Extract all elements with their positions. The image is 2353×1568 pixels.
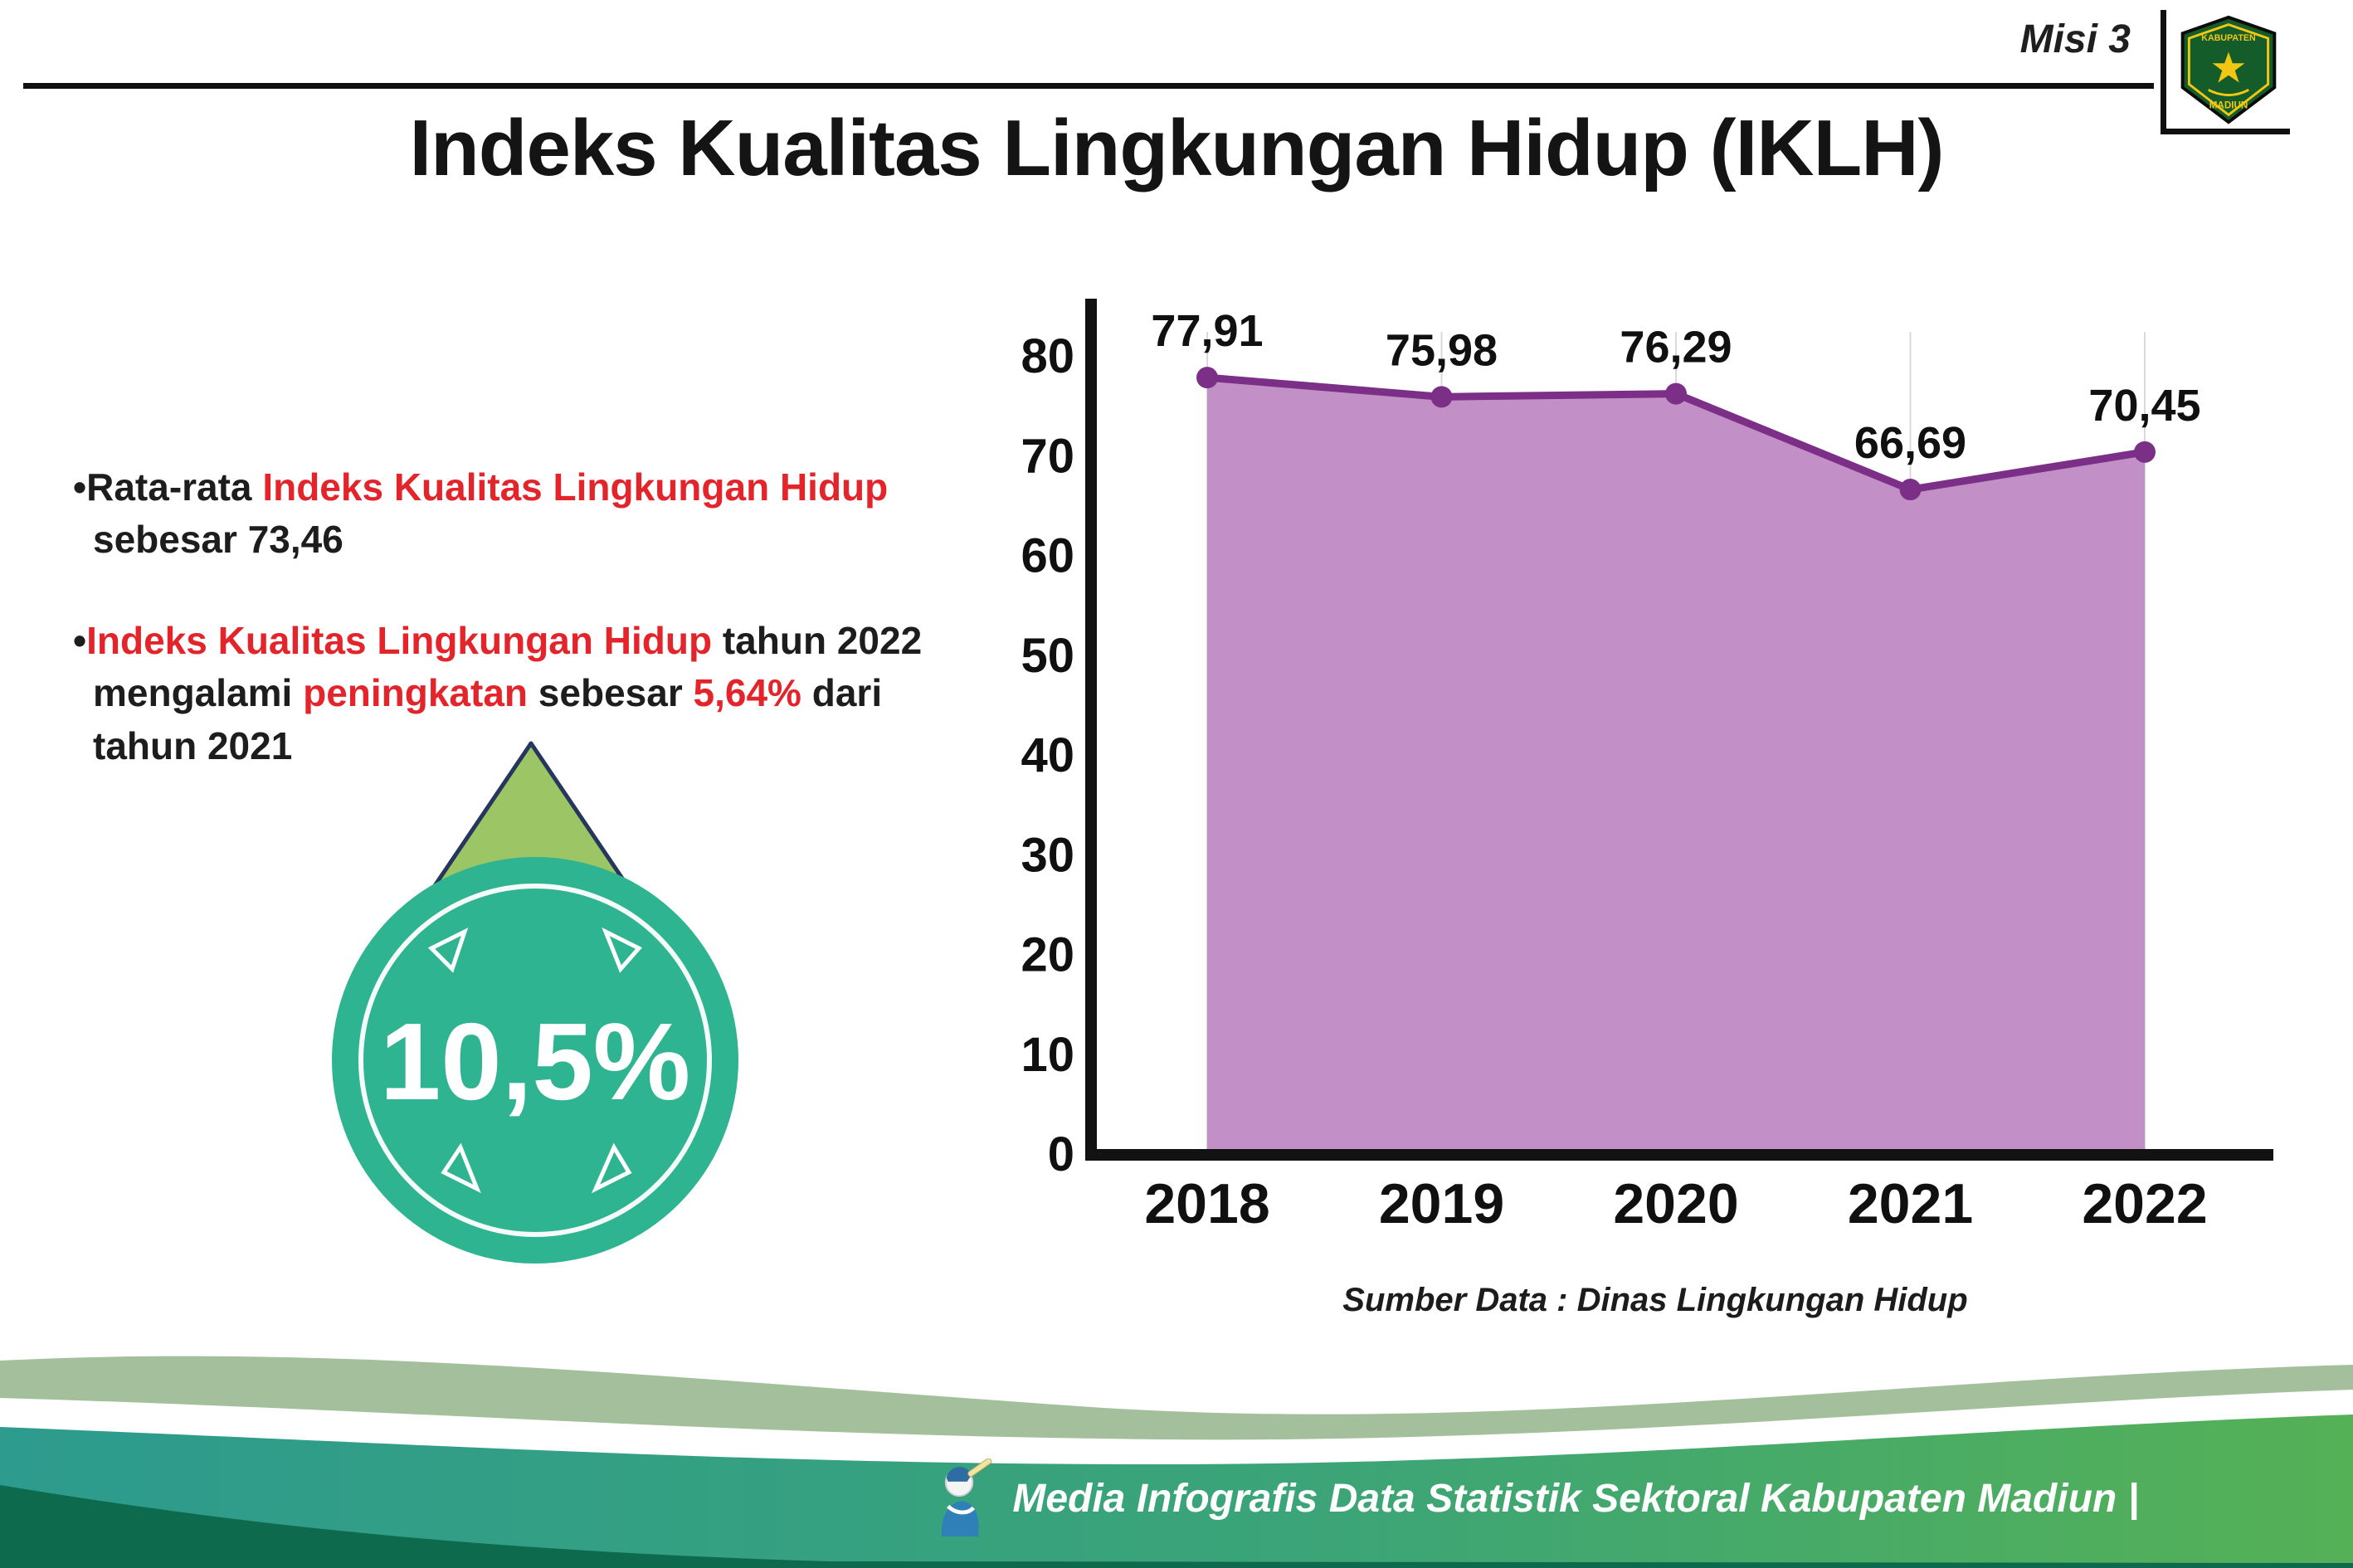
header-divider: [23, 83, 2154, 89]
badge-value: 10,5%: [380, 1001, 690, 1122]
bullet-text: dari tahun 2021: [93, 671, 883, 767]
mascot-icon: [942, 1458, 992, 1536]
bullet-text: tahun 2022 mengalami: [93, 618, 923, 715]
data-point: [1665, 382, 1687, 405]
summary-bullets: •Rata-rata Indeks Kualitas Lingkungan Hi…: [73, 461, 936, 821]
bullet-text: sebesar 73,46: [93, 518, 343, 562]
y-tick-label: 70: [1021, 429, 1074, 483]
bullet-text-highlight: Indeks Kualitas Lingkungan Hidup: [262, 465, 889, 509]
data-point: [2134, 441, 2156, 463]
chart-area: [1207, 377, 2145, 1155]
x-tick-label: 2021: [1848, 1172, 1973, 1235]
bullet-increase-iklh: •Indeks Kualitas Lingkungan Hidup tahun …: [73, 615, 936, 772]
shield-crest-icon: KABUPATEN MADIUN: [2180, 15, 2276, 124]
x-tick-label: 2022: [2082, 1172, 2207, 1235]
misi-label: Misi 3: [2019, 17, 2131, 61]
y-tick-label: 50: [1021, 629, 1074, 683]
bullet-marker: •: [73, 465, 87, 509]
y-tick-label: 0: [1048, 1127, 1074, 1181]
data-point: [1899, 479, 1922, 501]
y-tick-label: 20: [1021, 928, 1074, 982]
kabupaten-madiun-logo: KABUPATEN MADIUN: [2161, 10, 2290, 134]
bullet-marker: •: [73, 618, 87, 662]
footer-credit: Media Infografis Data Statistik Sektoral…: [924, 1458, 2139, 1538]
data-source-caption: Sumber Data : Dinas Lingkungan Hidup: [1342, 1282, 1968, 1318]
bullet-text-highlight: 5,64%: [693, 671, 801, 715]
deco-triangle-icon: [602, 927, 643, 973]
bullet-text: sebesar: [528, 671, 694, 715]
bullet-text: Rata-rata: [86, 465, 263, 509]
deco-triangle-icon: [427, 928, 469, 973]
bullet-text-highlight: peningkatan: [303, 671, 529, 715]
y-tick-label: 30: [1021, 828, 1074, 882]
y-tick-label: 40: [1021, 728, 1074, 782]
wave-main-band: [0, 1415, 2353, 1568]
logo-bottom-text: MADIUN: [2209, 100, 2248, 110]
footer-waves: [0, 1356, 2353, 1568]
page-title: Indeks Kualitas Lingkungan Hidup (IKLH): [409, 104, 1944, 192]
bullet-text-highlight: Indeks Kualitas Lingkungan Hidup: [86, 618, 713, 662]
y-tick-label: 80: [1021, 329, 1074, 383]
deco-triangle-icon: [591, 1142, 632, 1194]
y-tick-label: 10: [1021, 1028, 1074, 1082]
footer-credit-text: Media Infografis Data Statistik Sektoral…: [1012, 1476, 2139, 1521]
x-tick-label: 2020: [1613, 1172, 1738, 1235]
y-tick-label: 60: [1021, 529, 1074, 583]
data-point: [1196, 367, 1218, 389]
data-label: 76,29: [1620, 323, 1732, 373]
increase-badge-graphic: 10,5%: [332, 741, 738, 1264]
bullet-average-iklh: •Rata-rata Indeks Kualitas Lingkungan Hi…: [73, 461, 936, 567]
data-label: 70,45: [2088, 381, 2200, 431]
increase-badge: 10,5%: [307, 737, 772, 1284]
x-tick-label: 2019: [1379, 1172, 1504, 1235]
x-tick-label: 2018: [1144, 1172, 1269, 1235]
wave-dark-edge: [0, 1485, 2353, 1568]
badge-circle: [332, 857, 738, 1264]
star-icon: [2212, 51, 2244, 83]
iklh-area-chart: 77,91 2018 75,98 2019 76,29 2020 66,69 2021 70,4…: [1021, 299, 2273, 1235]
data-point: [1430, 386, 1453, 408]
badge-ring: [358, 884, 712, 1237]
deco-triangle-icon: [441, 1142, 481, 1194]
data-label: 66,69: [1854, 418, 1966, 468]
data-label: 77,91: [1151, 306, 1263, 356]
data-label: 75,98: [1386, 325, 1498, 375]
logo-top-text: KABUPATEN: [2201, 33, 2255, 43]
iklh-chart-wrap: 77,91 2018 75,98 2019 76,29 2020 66,69 2021 70,4…: [1021, 282, 2290, 1269]
